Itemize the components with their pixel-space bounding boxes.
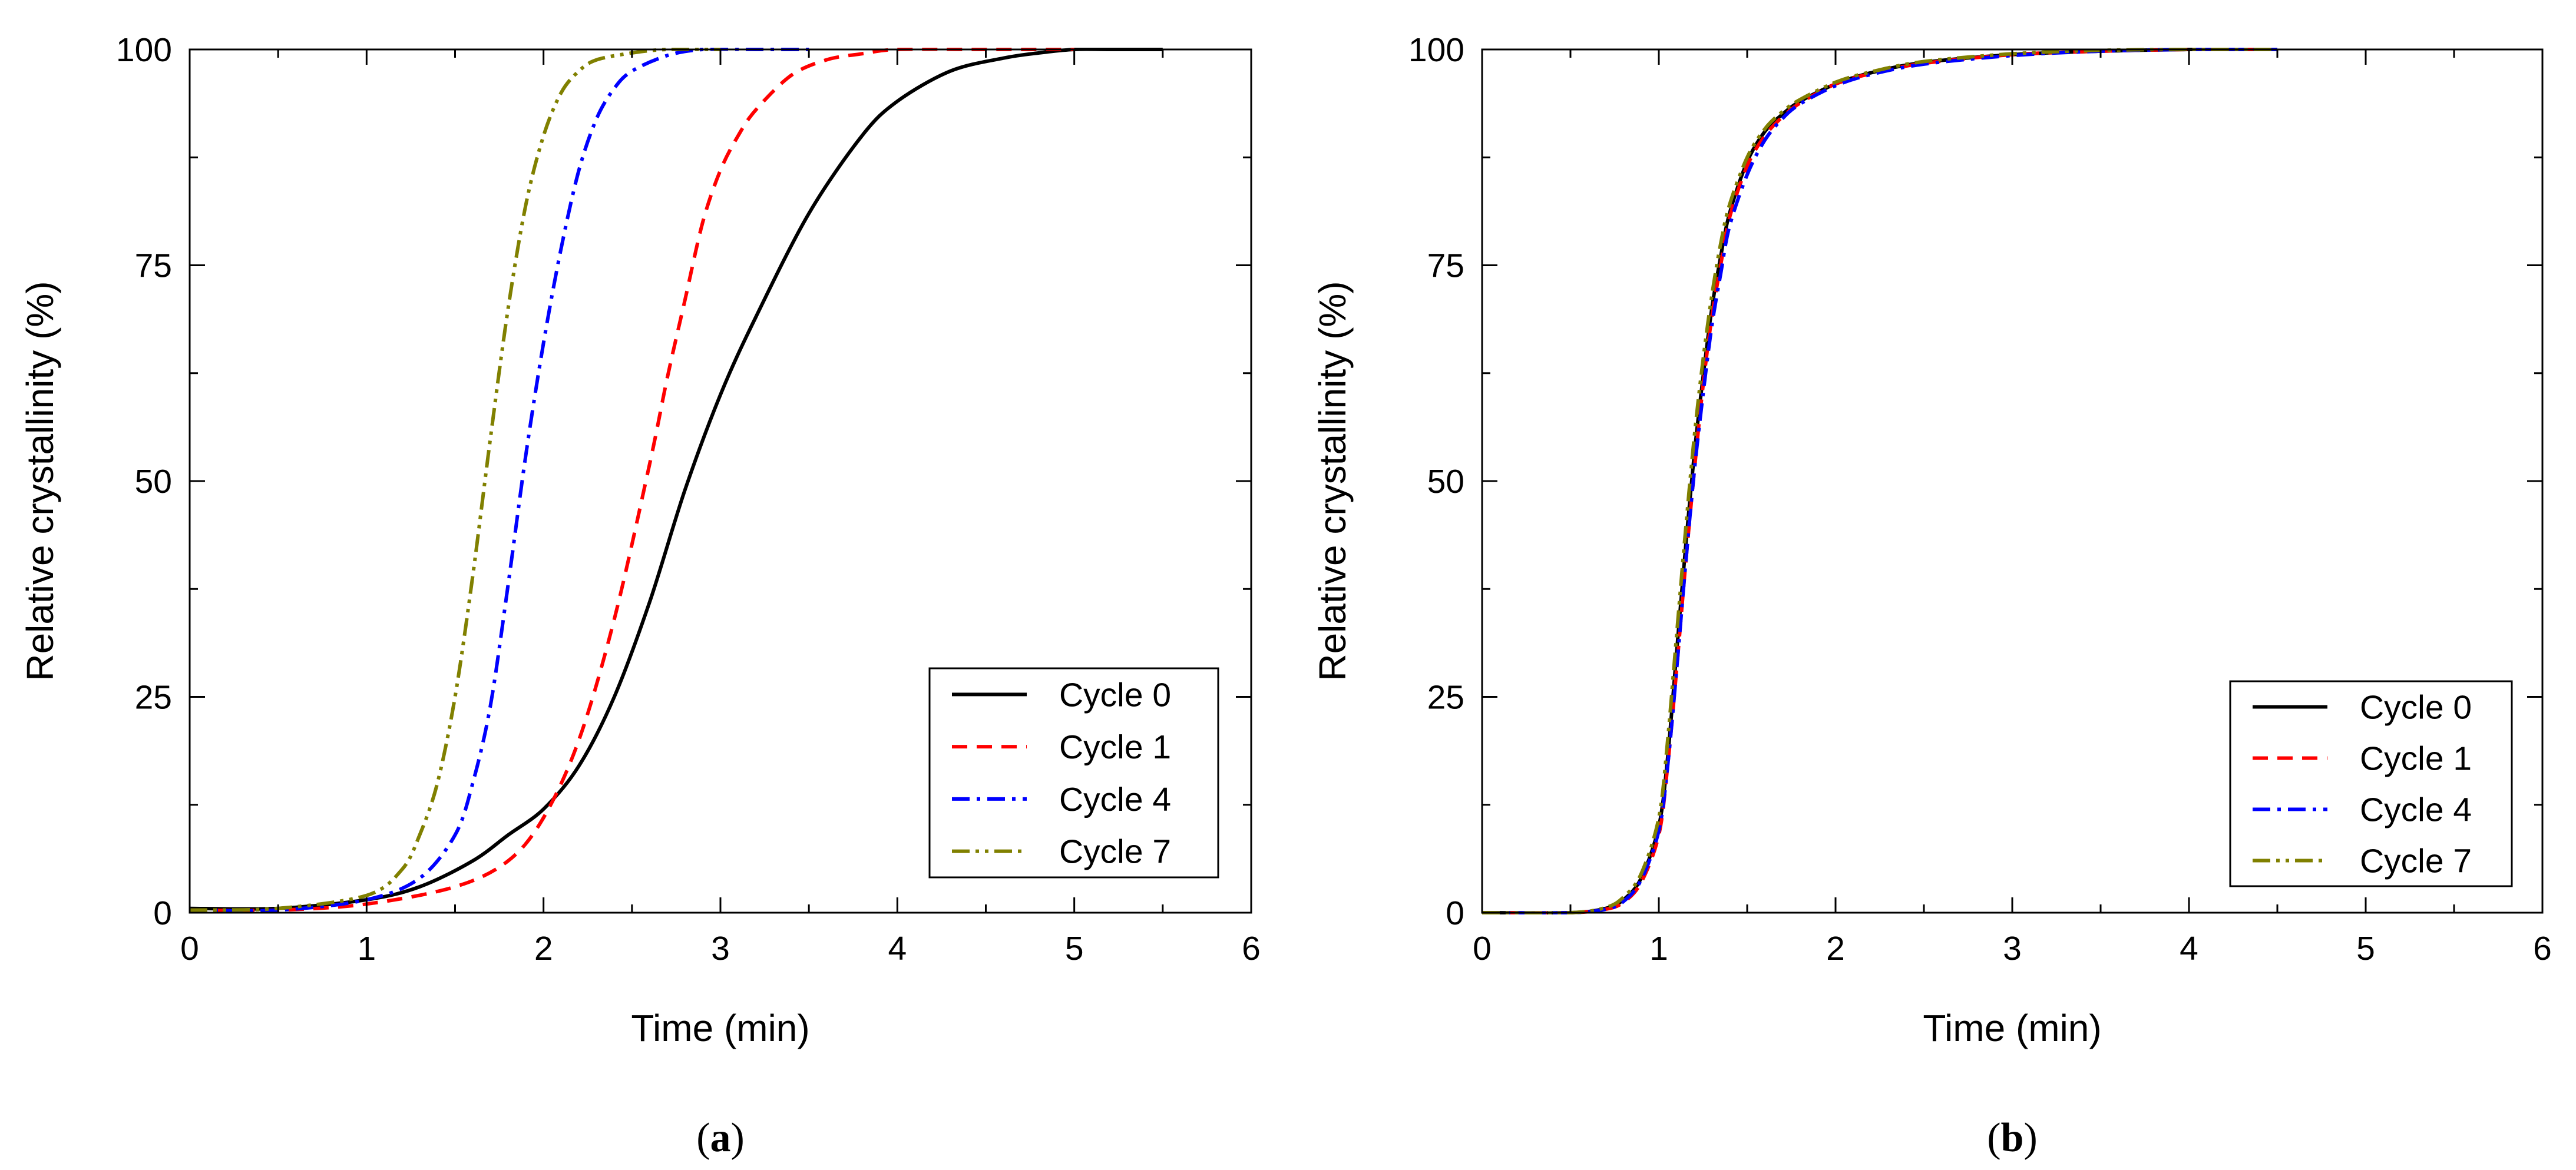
series-line-cycle-1-panel-a bbox=[190, 48, 1074, 913]
panel-a: 0 1 2 3 4 5 6 0 25 50 75 100 Time (min) Relative crys… bbox=[19, 31, 1261, 1161]
panel-label-part: b bbox=[2001, 1115, 2024, 1161]
x-tick-label: 6 bbox=[1242, 930, 1261, 967]
y-tick-label: 25 bbox=[1427, 679, 1464, 717]
legend-label-cycle-1: Cycle 1 bbox=[2360, 740, 2472, 778]
series-line-cycle-7-panel-b bbox=[1482, 48, 2278, 914]
y-tick-label: 100 bbox=[116, 31, 172, 69]
y-tick-label: 75 bbox=[1427, 247, 1464, 285]
x-tick-label: 5 bbox=[2356, 930, 2375, 967]
legend-label-cycle-0: Cycle 0 bbox=[2360, 689, 2472, 727]
series-line-cycle-4-panel-a bbox=[190, 48, 809, 913]
legend-label-cycle-7: Cycle 7 bbox=[1059, 833, 1171, 871]
legend-label-cycle-1: Cycle 1 bbox=[1059, 728, 1171, 766]
y-tick-label: 0 bbox=[153, 894, 172, 932]
legend-label-cycle-0: Cycle 0 bbox=[1059, 676, 1171, 714]
x-tick-label: 0 bbox=[1473, 930, 1492, 967]
legend-label-cycle-4: Cycle 4 bbox=[2360, 791, 2472, 829]
series-line-cycle-0-panel-a bbox=[190, 48, 1163, 911]
y-tick-label: 75 bbox=[135, 247, 172, 285]
legend-box-panel-b bbox=[2229, 680, 2513, 887]
x-tick-label: 3 bbox=[2003, 930, 2022, 967]
y-tick-label: 0 bbox=[1446, 894, 1464, 932]
x-tick-label: 4 bbox=[888, 930, 907, 967]
x-tick-label: 2 bbox=[534, 930, 553, 967]
y-tick-label: 50 bbox=[1427, 463, 1464, 501]
y-axis-title-panel-b: Relative crystallinity (%) bbox=[1311, 281, 1354, 681]
x-axis-title-panel-a: Time (min) bbox=[631, 1007, 809, 1049]
panel-label-part: ( bbox=[1987, 1115, 2000, 1161]
y-tick-label: 25 bbox=[135, 679, 172, 717]
x-tick-label: 4 bbox=[2180, 930, 2198, 967]
panel-label-b: (b) bbox=[1987, 1115, 2038, 1161]
x-tick-label: 5 bbox=[1065, 930, 1084, 967]
x-tick-label: 1 bbox=[1649, 930, 1668, 967]
y-tick-label: 50 bbox=[135, 463, 172, 501]
x-axis-title-panel-b: Time (min) bbox=[1923, 1007, 2101, 1049]
x-tick-label: 0 bbox=[180, 930, 199, 967]
y-tick-label: 100 bbox=[1408, 31, 1464, 69]
legend-label-cycle-7: Cycle 7 bbox=[2360, 843, 2472, 880]
x-tick-label: 2 bbox=[1826, 930, 1845, 967]
x-tick-label: 3 bbox=[711, 930, 730, 967]
x-tick-label: 6 bbox=[2533, 930, 2552, 967]
series-line-cycle-0-panel-b bbox=[1482, 48, 2278, 914]
panel-label-a: (a) bbox=[696, 1115, 745, 1161]
panel-b: 0 1 2 3 4 5 6 0 25 50 75 100 Time (min) Relative crys… bbox=[1311, 31, 2552, 1161]
series-line-cycle-4-panel-b bbox=[1482, 48, 2278, 914]
legend-box-panel-a bbox=[928, 667, 1219, 879]
x-tick-label: 1 bbox=[357, 930, 376, 967]
series-line-cycle-1-panel-b bbox=[1482, 48, 2278, 914]
series-line-cycle-7-panel-a bbox=[190, 48, 721, 912]
panel-label-part: ) bbox=[731, 1115, 745, 1161]
panel-label-part: a bbox=[710, 1115, 731, 1161]
panel-label-part: ( bbox=[696, 1115, 710, 1161]
y-axis-title-panel-a: Relative crystallinity (%) bbox=[19, 281, 61, 681]
panel-label-part: ) bbox=[2023, 1115, 2037, 1161]
legend-label-cycle-4: Cycle 4 bbox=[1059, 781, 1171, 818]
